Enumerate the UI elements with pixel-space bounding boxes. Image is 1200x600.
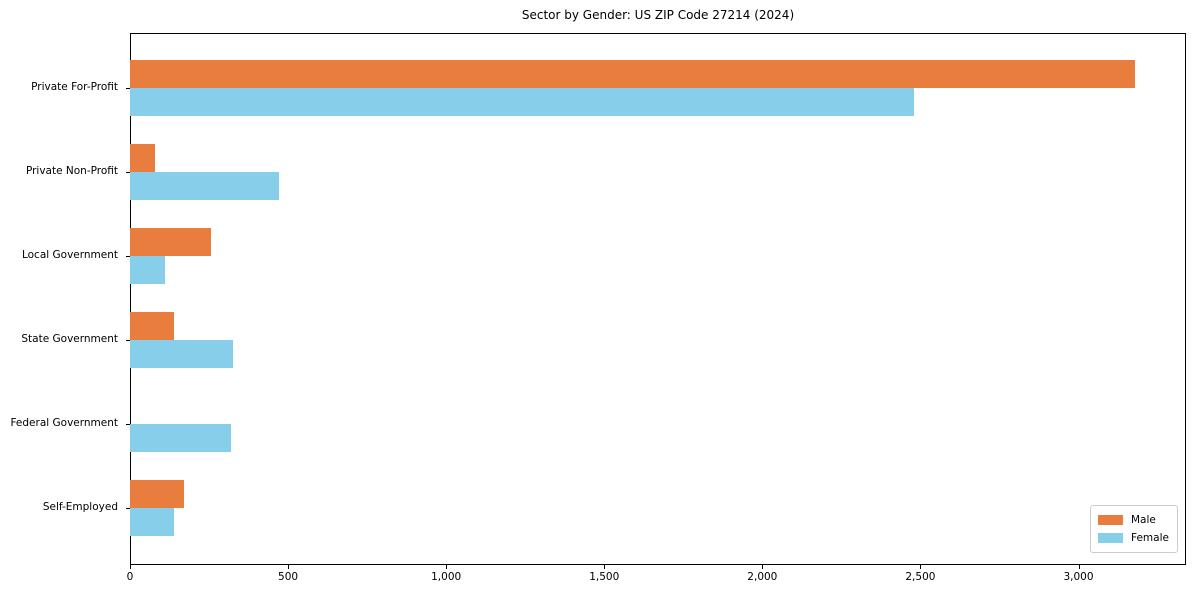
- legend-swatch-female: [1098, 533, 1123, 543]
- plot-area: [130, 33, 1186, 565]
- legend-item-male: Male: [1098, 511, 1170, 529]
- legend: Male Female: [1090, 505, 1178, 553]
- y-tick-label-self-employed: Self-Employed: [42, 501, 118, 513]
- x-tick-label-0: 0: [126, 571, 134, 583]
- y-tick-mark: [126, 256, 130, 257]
- y-tick-mark: [126, 88, 130, 89]
- y-tick-label-federal-government: Federal Government: [10, 417, 118, 429]
- x-tick-mark: [762, 565, 764, 569]
- y-tick-label-private-for-profit: Private For-Profit: [31, 81, 118, 93]
- y-tick-label-state-government: State Government: [21, 333, 118, 345]
- legend-label-male: Male: [1131, 514, 1156, 526]
- x-tick-label-2500: 2,500: [905, 571, 936, 583]
- bar-male-private-non-profit: [130, 144, 156, 172]
- y-tick-mark: [126, 340, 130, 341]
- bar-female-private-for-profit: [130, 88, 915, 116]
- bar-male-self-employed: [130, 480, 184, 508]
- bar-female-local-government: [130, 256, 165, 284]
- x-tick-mark: [604, 565, 606, 569]
- bar-male-local-government: [130, 228, 211, 256]
- x-tick-label-2000: 2,000: [747, 571, 778, 583]
- x-tick-label-1000: 1,000: [431, 571, 462, 583]
- x-tick-mark: [288, 565, 290, 569]
- legend-item-female: Female: [1098, 529, 1170, 547]
- x-tick-mark: [920, 565, 922, 569]
- y-tick-mark: [126, 172, 130, 173]
- bar-male-private-for-profit: [130, 60, 1136, 88]
- x-tick-mark: [446, 565, 448, 569]
- x-tick-label-500: 500: [278, 571, 299, 583]
- bar-female-federal-government: [130, 424, 232, 452]
- bar-female-state-government: [130, 340, 233, 368]
- legend-swatch-male: [1098, 515, 1123, 525]
- bar-female-self-employed: [130, 508, 175, 536]
- x-tick-label-3000: 3,000: [1063, 571, 1094, 583]
- y-tick-mark: [126, 424, 130, 425]
- y-tick-label-local-government: Local Government: [21, 249, 118, 261]
- x-tick-mark: [1078, 565, 1080, 569]
- y-tick-mark: [126, 508, 130, 509]
- bar-male-state-government: [130, 312, 175, 340]
- chart-title: Sector by Gender: US ZIP Code 27214 (202…: [521, 8, 795, 22]
- bar-female-private-non-profit: [130, 172, 279, 200]
- y-tick-label-private-non-profit: Private Non-Profit: [25, 165, 118, 177]
- x-tick-label-1500: 1,500: [589, 571, 620, 583]
- legend-label-female: Female: [1131, 532, 1169, 544]
- x-tick-mark: [130, 565, 131, 569]
